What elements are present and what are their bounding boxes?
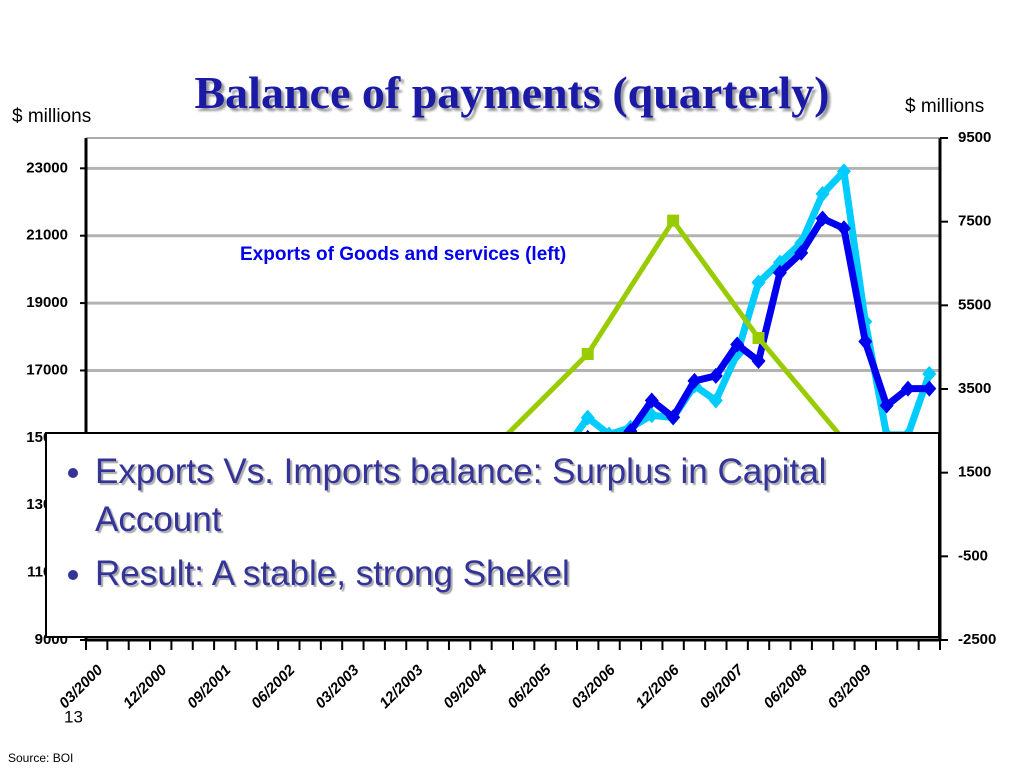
marker xyxy=(644,392,659,409)
marker xyxy=(580,409,595,426)
marker xyxy=(666,409,681,426)
marker xyxy=(836,163,851,180)
marker xyxy=(794,244,809,261)
x-tick-label: 03/2009 xyxy=(825,661,876,712)
marker xyxy=(815,185,830,202)
bullet-list: Exports Vs. Imports balance: Surplus in … xyxy=(47,448,938,598)
bullet: Exports Vs. Imports balance: Surplus in … xyxy=(95,448,938,544)
y2-tick-label: 5500 xyxy=(958,296,991,313)
chart-title: Balance of payments (quarterly) xyxy=(194,67,830,118)
marker xyxy=(900,380,915,397)
line-segment xyxy=(500,352,590,441)
y2-tick-label: 1500 xyxy=(958,464,991,481)
x-tick-label: 12/2000 xyxy=(120,661,171,712)
page-number: 13 xyxy=(64,707,83,726)
x-tick-label: 09/2001 xyxy=(184,662,234,712)
marker xyxy=(922,365,937,382)
x-tick-label: 06/2002 xyxy=(248,661,299,712)
x-tick-label: 09/2004 xyxy=(440,661,491,712)
x-tick-label: 12/2003 xyxy=(376,661,427,712)
x-tick-label: 06/2005 xyxy=(504,661,555,712)
marker xyxy=(708,392,723,409)
x-tick-label: 03/2006 xyxy=(568,661,619,712)
x-tick-label: 06/2008 xyxy=(760,661,811,712)
y2-axis-label: $ millions xyxy=(905,96,984,117)
y-tick-label: 19000 xyxy=(26,294,68,311)
x-tick-label: 03/2000 xyxy=(56,661,107,712)
text-box: Exports Vs. Imports balance: Surplus in … xyxy=(45,432,940,638)
marker xyxy=(581,348,594,361)
marker xyxy=(687,372,702,389)
y2-tick-label: 9500 xyxy=(958,129,991,146)
marker xyxy=(836,220,851,237)
x-tick-label: 03/2003 xyxy=(312,661,363,712)
bullet: Result: A stable, strong Shekel xyxy=(95,550,938,598)
marker xyxy=(922,380,937,397)
marker xyxy=(751,353,766,370)
marker xyxy=(815,210,830,227)
marker xyxy=(858,333,873,350)
y2-tick-label: 3500 xyxy=(958,380,991,397)
y-tick-label: 21000 xyxy=(26,227,68,244)
x-tick-label: 12/2006 xyxy=(632,661,683,712)
y2-tick-label: -500 xyxy=(958,547,988,564)
y-tick-label: 23000 xyxy=(26,159,68,176)
line-segment xyxy=(756,336,846,442)
annotation: Exports of Goods and services (left) xyxy=(240,244,566,265)
y2-tick-label: 7500 xyxy=(958,213,991,230)
marker xyxy=(751,274,766,291)
marker xyxy=(752,332,765,345)
marker xyxy=(772,264,787,281)
marker xyxy=(879,397,894,414)
y-axis-label: $ millions xyxy=(12,106,91,127)
y-tick-label: 17000 xyxy=(26,361,68,378)
marker xyxy=(667,214,680,227)
x-tick-label: 09/2007 xyxy=(696,661,747,712)
marker xyxy=(730,336,745,353)
line-segment xyxy=(585,219,676,356)
marker xyxy=(708,367,723,384)
y2-tick-label: -2500 xyxy=(958,631,996,648)
line-segment xyxy=(671,219,761,340)
source: Source: BOI xyxy=(8,751,73,765)
